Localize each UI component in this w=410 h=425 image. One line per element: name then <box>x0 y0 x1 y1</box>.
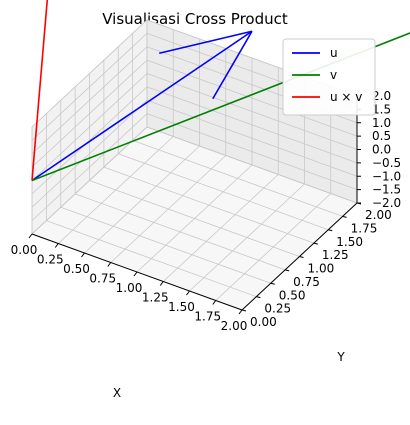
series-group <box>31 0 410 182</box>
x-tick-label: 2.00 <box>221 319 248 333</box>
x-tick-label: 1.75 <box>194 310 221 324</box>
z-gridline-back <box>146 59 358 137</box>
z-gridline-back <box>146 73 358 150</box>
y-tick-mark <box>328 229 333 232</box>
x-tick-label: 0.75 <box>89 272 116 286</box>
legend-label: v <box>330 68 337 82</box>
z-tick-label: 1.5 <box>372 102 391 116</box>
z-tick-label: −1.5 <box>372 183 401 197</box>
z-gridline-back <box>146 99 358 177</box>
y-gridline-floor <box>132 139 343 217</box>
z-gridline-left <box>31 113 148 221</box>
x-tick-label: 1.25 <box>142 291 169 305</box>
y-tick-label: 2.00 <box>365 208 392 222</box>
vector-2 <box>31 32 410 182</box>
vector-3 <box>31 0 49 181</box>
x-tick-mark <box>212 300 217 305</box>
y-tick-mark <box>270 282 275 285</box>
z-tick-label: −2.0 <box>372 196 401 210</box>
y-gridline-floor <box>89 180 300 257</box>
z-tick-label: 0.5 <box>372 129 391 143</box>
z-tick-label: 0.0 <box>372 143 391 157</box>
y-gridline-floor <box>46 220 257 298</box>
legend-label: u × v <box>330 90 362 104</box>
z-gridline-back <box>146 86 358 164</box>
y-tick-mark <box>313 242 318 245</box>
x-tick-label: 0.25 <box>37 253 64 267</box>
x-tick-mark <box>238 309 243 315</box>
y-tick-label: 0.50 <box>279 288 306 302</box>
y-tick-label: 1.00 <box>308 262 335 276</box>
y-tick-label: 0.25 <box>264 302 291 316</box>
axes-ticks: 0.000.250.500.751.001.251.501.752.00 0.00… <box>11 89 402 333</box>
legend-label: u <box>330 46 338 60</box>
y-gridline-floor <box>118 153 329 231</box>
y-tick-mark <box>256 296 261 299</box>
z-gridline-back <box>146 126 358 204</box>
z-gridline-left <box>31 33 148 141</box>
z-gridline-left <box>31 126 148 235</box>
x-tick-label: 0.00 <box>11 243 38 257</box>
x-tick-mark <box>107 262 112 267</box>
z-gridline-left <box>31 59 148 168</box>
x-tick-mark <box>133 271 138 277</box>
z-tick-label: −1.0 <box>372 169 401 183</box>
y-tick-mark <box>342 215 347 218</box>
x-tick-label: 1.50 <box>168 300 195 314</box>
x-tick-label: 0.50 <box>63 262 90 276</box>
z-tick-label: −0.5 <box>372 156 401 170</box>
z-gridline-back <box>146 113 358 191</box>
y-tick-label: 1.25 <box>322 248 349 262</box>
vector-shaft <box>31 0 49 181</box>
x-tick-mark <box>54 243 59 248</box>
z-gridline-left <box>31 86 148 195</box>
x-tick-mark <box>159 281 164 286</box>
vector-1 <box>31 30 253 182</box>
y-tick-label: 0.75 <box>293 275 320 289</box>
x-tick-mark <box>81 252 85 258</box>
z-gridline-left <box>31 46 148 155</box>
y-tick-mark <box>241 309 247 312</box>
z-gridline-left <box>31 73 148 181</box>
legend: uv u × v <box>282 38 376 116</box>
x-tick-label: 1.00 <box>116 281 143 295</box>
y-axis-label: Y <box>336 350 345 364</box>
vector-shaft <box>31 30 253 182</box>
z-tick-label: 2.0 <box>372 89 391 103</box>
z-tick-label: 1.0 <box>372 116 391 130</box>
chart-title: Visualisasi Cross Product <box>102 10 288 28</box>
z-gridline-left <box>31 99 148 208</box>
y-gridline-floor <box>103 166 315 244</box>
y-tick-label: 1.75 <box>351 221 378 235</box>
vector-head <box>212 30 253 100</box>
x-tick-mark <box>28 233 33 239</box>
y-tick-mark <box>299 256 304 258</box>
x-tick-mark <box>186 290 190 296</box>
y-gridline-floor <box>60 206 271 284</box>
x-axis-label: X <box>113 386 121 400</box>
y-tick-label: 0.00 <box>250 315 277 329</box>
vector-shaft <box>31 32 410 182</box>
y-tick-label: 1.50 <box>336 235 363 249</box>
z-gridline-left <box>31 19 148 128</box>
vector-head <box>159 30 253 55</box>
legend-box <box>282 38 376 116</box>
y-tick-mark <box>285 269 290 272</box>
y-gridline-floor <box>74 193 286 271</box>
